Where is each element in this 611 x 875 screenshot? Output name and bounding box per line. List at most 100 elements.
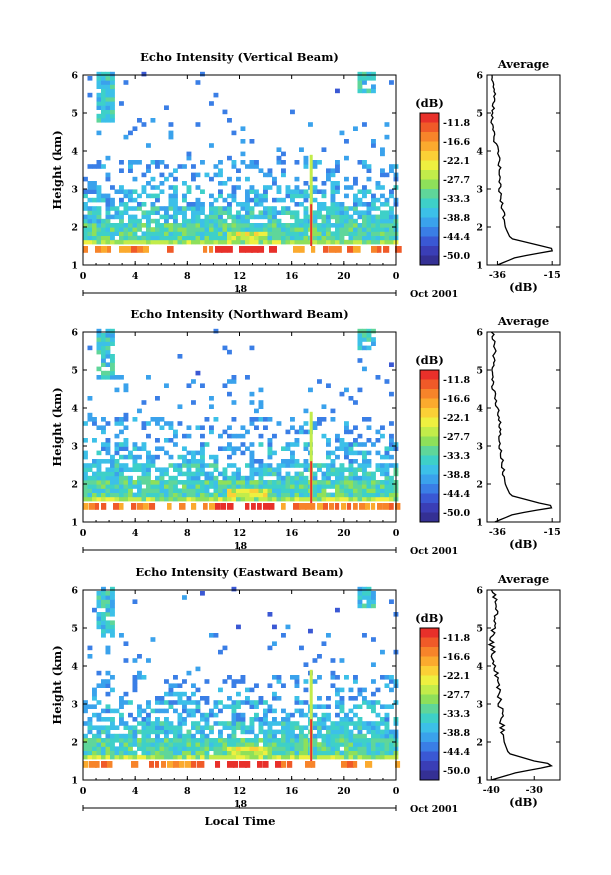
heatmap-cell (92, 421, 97, 426)
heatmap-cell (96, 599, 102, 604)
heatmap-cell (132, 223, 138, 228)
clutter-cell (335, 246, 342, 253)
heatmap-cell (164, 471, 169, 477)
colorbar-swatch (420, 493, 439, 504)
heatmap-cell (357, 754, 363, 760)
heatmap-cell (191, 733, 196, 739)
heatmap-cell (186, 729, 192, 735)
heatmap-cell (146, 239, 151, 245)
heatmap-cell (353, 202, 358, 207)
heatmap-cell (371, 197, 376, 203)
heatmap-cell (173, 488, 178, 493)
heatmap-cell (344, 492, 349, 498)
heatmap-cell (294, 480, 300, 485)
heatmap-cell (245, 750, 250, 756)
heatmap-cell (290, 231, 295, 236)
colorbar-tick-label: -27.7 (443, 432, 470, 443)
heatmap-cell (83, 176, 88, 182)
colorbar-swatch (420, 637, 439, 648)
clutter-cell (311, 761, 316, 768)
heatmap-cell (348, 729, 354, 735)
heatmap-cell (384, 463, 390, 468)
heatmap-cell (83, 227, 88, 232)
heatmap-cell (299, 223, 304, 228)
heatmap-cell (335, 704, 340, 709)
heatmap-cell (245, 193, 250, 199)
heatmap-cell (146, 218, 151, 224)
heatmap-cell (281, 239, 286, 245)
heatmap-cell (249, 139, 255, 144)
heatmap-cell (164, 754, 169, 760)
heatmap-cell (96, 118, 102, 123)
heatmap-cell (389, 362, 394, 367)
heatmap-cell (371, 488, 376, 493)
colorbar-tick-label: -11.8 (443, 118, 470, 129)
heatmap-cell (299, 239, 304, 245)
heatmap-cell (137, 738, 142, 743)
heatmap-cell (105, 488, 111, 493)
heatmap-cell (240, 754, 246, 760)
heatmap-cell (110, 471, 115, 477)
heatmap-cell (362, 328, 367, 334)
heatmap-cell (227, 231, 232, 236)
heatmap-cell (123, 754, 129, 760)
colorbar-swatch (420, 189, 439, 199)
heatmap-cell (231, 480, 237, 485)
heatmap-cell (263, 733, 268, 739)
heatmap-cell (353, 223, 358, 228)
heatmap-cell (110, 603, 115, 609)
colorbar-swatch (420, 151, 439, 161)
clutter-cell (197, 761, 205, 768)
heatmap-cell (132, 717, 138, 722)
profile-title: Average (497, 57, 549, 71)
heatmap-cell (339, 729, 345, 735)
heatmap-cell (119, 484, 124, 489)
heatmap-cell (141, 738, 147, 743)
heatmap-cell (384, 227, 390, 232)
clutter-cell (179, 761, 185, 768)
heatmap-cell (119, 492, 124, 498)
heatmap-cell (245, 375, 250, 380)
heatmap-cell (299, 750, 304, 756)
heatmap-cell (101, 337, 106, 342)
heatmap-cell (263, 185, 268, 190)
heatmap-cell (303, 442, 309, 447)
heatmap-cell (267, 704, 273, 709)
heatmap-cell (335, 189, 340, 194)
heatmap-cell (312, 227, 318, 232)
heatmap-cell (83, 475, 88, 481)
heatmap-cell (236, 700, 241, 705)
heatmap-cell (191, 239, 196, 245)
heatmap-cell (380, 231, 385, 236)
heatmap-cell (335, 164, 340, 169)
heatmap-cell (195, 742, 201, 747)
heatmap-cell (150, 725, 156, 730)
heatmap-cell (375, 480, 381, 485)
heatmap-cell (177, 700, 183, 705)
heatmap-cell (321, 717, 327, 722)
heatmap-cell (357, 71, 363, 77)
heatmap-cell (384, 450, 390, 456)
heatmap-cell (114, 375, 120, 380)
heatmap-cell (240, 239, 246, 245)
heatmap-cell (231, 400, 237, 405)
heatmap-cell (231, 729, 237, 735)
heatmap-cell (231, 375, 237, 380)
heatmap-cell (128, 454, 133, 460)
heatmap-cell (384, 231, 390, 236)
heatmap-cell (294, 227, 300, 232)
heatmap-cell (240, 206, 246, 211)
heatmap-cell (344, 421, 349, 426)
heatmap-cell (366, 235, 372, 241)
heatmap-cell (335, 239, 340, 245)
heatmap-cell (330, 210, 336, 215)
heatmap-cell (240, 675, 246, 680)
heatmap-cell (195, 496, 201, 502)
heatmap-cell (96, 164, 102, 169)
x-tick-label: 16 (285, 271, 299, 282)
heatmap-cell (258, 193, 264, 199)
heatmap-cell (362, 366, 367, 372)
heatmap-cell (330, 658, 336, 663)
heatmap-cell (267, 742, 273, 747)
heatmap-cell (186, 155, 192, 161)
